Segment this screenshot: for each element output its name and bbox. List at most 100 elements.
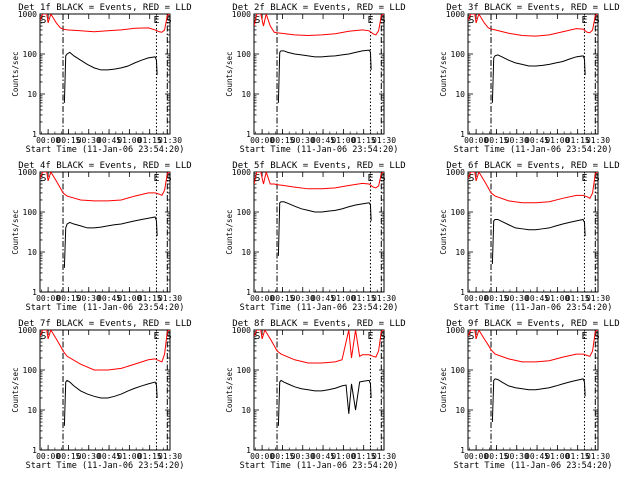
panel-4: Det 4f BLACK = Events, RED = LLD 1 10 100 10… [11, 161, 192, 313]
y-tick-label: 100 [23, 208, 38, 217]
marker-E: E [581, 331, 587, 342]
y-tick-label: 1 [32, 130, 37, 139]
series-events-line [277, 49, 372, 103]
x-tick-label: 00:45 [525, 294, 549, 303]
marker-S: S [380, 173, 386, 184]
y-tick-label: 1000 [446, 326, 465, 335]
x-tick-label: 00:00 [250, 294, 274, 303]
x-tick-label: 00:00 [36, 294, 60, 303]
marker-S: S [380, 331, 386, 342]
y-tick-label: 1000 [232, 326, 251, 335]
x-tick-label: 00:45 [97, 452, 121, 461]
panel-7: Det 7f BLACK = Events, RED = LLD 1 10 100 10… [11, 319, 192, 471]
panel-title: Det 5f BLACK = Events, RED = LLD [232, 161, 405, 171]
y-tick-label: 100 [237, 208, 252, 217]
x-tick-label: 01:00 [331, 452, 355, 461]
x-tick-label: 01:15 [566, 136, 590, 145]
series-events-line [63, 379, 158, 426]
y-tick-label: 1000 [446, 10, 465, 19]
panel-title: Det 3f BLACK = Events, RED = LLD [446, 3, 619, 13]
x-tick-label: 01:00 [117, 136, 141, 145]
x-tick-label: 01:30 [586, 294, 610, 303]
x-tick-label: 00:15 [270, 294, 294, 303]
y-tick-label: 1000 [232, 10, 251, 19]
y-axis-label: Counts/sec [439, 209, 448, 254]
marker-E: E [153, 331, 159, 342]
y-tick-label: 10 [27, 248, 37, 257]
y-axis-label: Counts/sec [439, 367, 448, 412]
x-tick-label: 00:15 [484, 294, 508, 303]
plot-frame [39, 171, 171, 293]
series-events-line [491, 218, 586, 265]
x-tick-label: 00:00 [250, 452, 274, 461]
x-tick-label: 01:30 [586, 136, 610, 145]
x-axis-label: Start Time (11-Jan-06 23:54:20) [454, 303, 613, 313]
x-tick-label: 00:45 [311, 294, 335, 303]
x-tick-label: 00:00 [464, 294, 488, 303]
marker-S: S [40, 15, 46, 26]
series-lld-line [40, 14, 170, 33]
y-tick-label: 1 [460, 130, 465, 139]
x-axis-label: Start Time (11-Jan-06 23:54:20) [240, 461, 399, 471]
x-tick-label: 01:00 [331, 136, 355, 145]
series-lld-line [40, 172, 170, 202]
y-axis-label: Counts/sec [11, 209, 20, 254]
y-tick-label: 1 [460, 446, 465, 455]
panel-1: Det 1f BLACK = Events, RED = LLD 1 10 100 10… [11, 3, 192, 155]
y-tick-label: 10 [241, 90, 251, 99]
series-lld-line [40, 330, 170, 371]
marker-E: E [367, 173, 373, 184]
x-tick-label: 01:15 [352, 136, 376, 145]
x-tick-label: 01:15 [138, 294, 162, 303]
y-axis-label: Counts/sec [11, 367, 20, 412]
x-tick-label: 00:30 [77, 136, 101, 145]
marker-S: S [468, 15, 474, 26]
series-lld-line [468, 172, 598, 204]
x-tick-label: 00:15 [484, 452, 508, 461]
y-tick-label: 10 [241, 406, 251, 415]
plot-frame [253, 171, 385, 293]
marker-S: S [380, 15, 386, 26]
y-tick-label: 10 [455, 90, 465, 99]
x-tick-label: 00:00 [36, 136, 60, 145]
marker-S: S [594, 173, 600, 184]
x-tick-label: 00:15 [270, 136, 294, 145]
x-tick-label: 00:00 [36, 452, 60, 461]
x-tick-label: 01:15 [352, 452, 376, 461]
marker-S: S [594, 15, 600, 26]
y-axis-label: Counts/sec [225, 51, 234, 96]
x-tick-label: 00:30 [77, 294, 101, 303]
series-events-line [63, 51, 158, 103]
series-events-line [63, 216, 158, 268]
marker-E: E [153, 15, 159, 26]
series-events-line [277, 379, 372, 426]
x-tick-label: 00:30 [505, 452, 529, 461]
y-tick-label: 1000 [18, 168, 37, 177]
y-tick-label: 1000 [18, 326, 37, 335]
x-tick-label: 00:00 [250, 136, 274, 145]
panel-9: Det 9f BLACK = Events, RED = LLD 1 10 100 10… [439, 319, 620, 471]
x-tick-label: 00:30 [291, 294, 315, 303]
panel-2: Det 2f BLACK = Events, RED = LLD 1 10 100 10… [225, 3, 406, 155]
marker-S: S [166, 15, 172, 26]
x-tick-label: 00:00 [464, 136, 488, 145]
series-lld-line [468, 14, 598, 37]
y-tick-label: 1 [246, 130, 251, 139]
marker-E: E [581, 173, 587, 184]
y-tick-label: 100 [451, 366, 466, 375]
x-axis-label: Start Time (11-Jan-06 23:54:20) [240, 303, 399, 313]
y-axis-label: Counts/sec [225, 367, 234, 412]
panel-5: Det 5f BLACK = Events, RED = LLD 1 10 100 10… [225, 161, 406, 313]
series-events-line [491, 378, 586, 423]
marker-S: S [594, 331, 600, 342]
series-lld-line [254, 172, 384, 190]
series-events-line [277, 201, 372, 256]
plot-frame [39, 329, 171, 451]
marker-S: S [468, 331, 474, 342]
panel-title: Det 2f BLACK = Events, RED = LLD [232, 3, 405, 13]
plot-frame [253, 13, 385, 135]
panel-title: Det 9f BLACK = Events, RED = LLD [446, 319, 619, 329]
x-tick-label: 01:30 [372, 294, 396, 303]
panel-title: Det 7f BLACK = Events, RED = LLD [18, 319, 191, 329]
